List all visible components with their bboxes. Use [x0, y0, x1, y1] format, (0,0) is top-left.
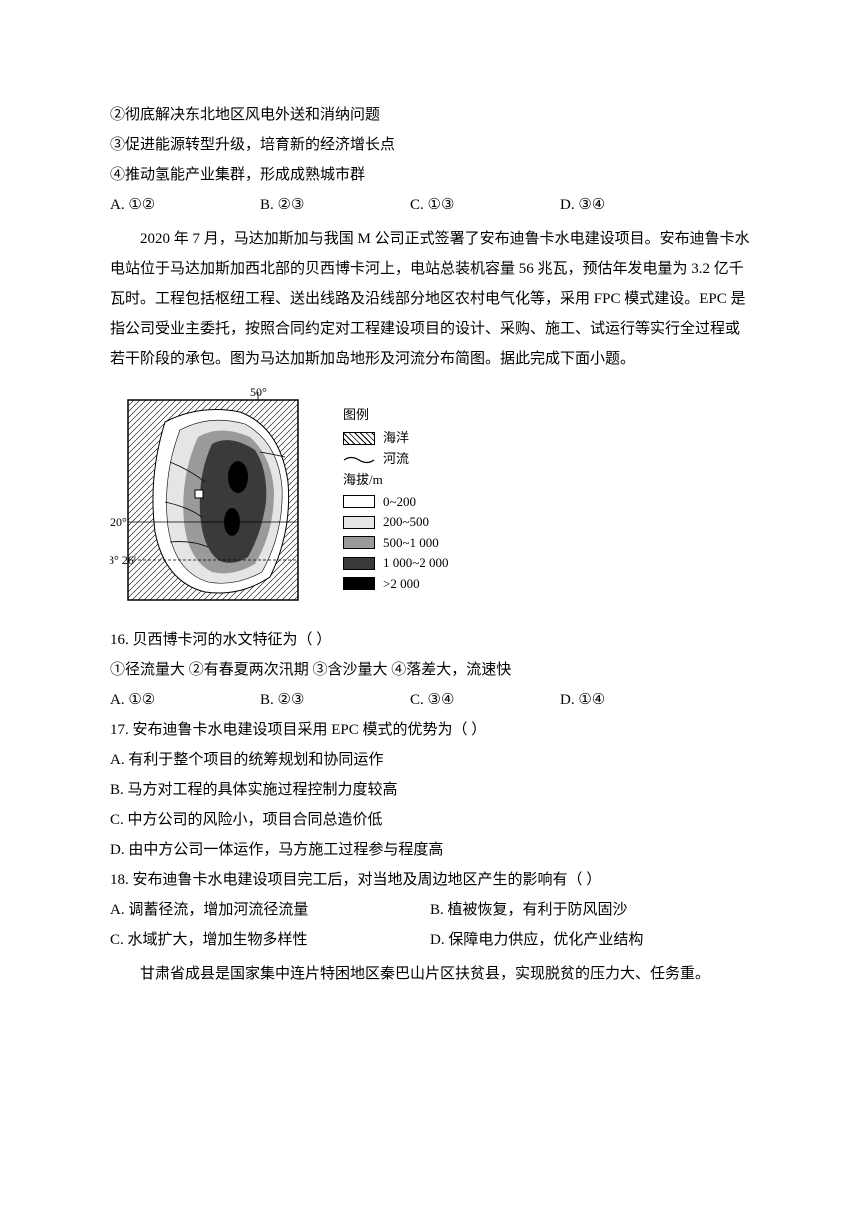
q17-b[interactable]: B. 马方对工程的具体实施过程控制力度较高: [110, 775, 750, 805]
sw-3: [343, 557, 375, 570]
q18-a[interactable]: A. 调蓄径流，增加河流径流量: [110, 895, 430, 925]
stem-option-3: ③促进能源转型升级，培育新的经济增长点: [110, 130, 750, 160]
elev-1: 200~500: [383, 512, 429, 532]
elev-4: >2 000: [383, 574, 420, 594]
opt-b[interactable]: B. ②③: [260, 190, 410, 220]
opt-a[interactable]: A. ①②: [110, 190, 260, 220]
legend-elev-title: 海拔/m: [343, 470, 449, 490]
passage-madagascar: 2020 年 7 月，马达加斯加与我国 M 公司正式签署了安布迪鲁卡水电建设项目…: [110, 224, 750, 374]
stem-option-2: ②彻底解决东北地区风电外送和消纳问题: [110, 100, 750, 130]
q17-stem: 17. 安布迪鲁卡水电建设项目采用 EPC 模式的优势为（ ）: [110, 715, 750, 745]
q16-stem: 16. 贝西博卡河的水文特征为（ ）: [110, 625, 750, 655]
opt-d[interactable]: D. ③④: [560, 190, 710, 220]
lat-upper: 20°: [110, 515, 127, 529]
legend-title: 图例: [343, 405, 449, 425]
q17-d[interactable]: D. 由中方公司一体运作，马方施工过程参与程度高: [110, 835, 750, 865]
q18-c[interactable]: C. 水域扩大，增加生物多样性: [110, 925, 430, 955]
elev-0: 0~200: [383, 492, 416, 512]
sw-2: [343, 536, 375, 549]
q17-c[interactable]: C. 中方公司的风险小，项目合同总造价低: [110, 805, 750, 835]
opt-c[interactable]: C. ①③: [410, 190, 560, 220]
lat-lower: 23° 26′: [110, 553, 137, 567]
stem-answer-row: A. ①② B. ②③ C. ①③ D. ③④: [110, 190, 750, 220]
q16-d[interactable]: D. ①④: [560, 685, 710, 715]
q18-row2: C. 水域扩大，增加生物多样性 D. 保障电力供应，优化产业结构: [110, 925, 750, 955]
q16-b[interactable]: B. ②③: [260, 685, 410, 715]
swatch-ocean: [343, 432, 375, 445]
q16-a[interactable]: A. ①②: [110, 685, 260, 715]
legend-ocean: 海洋: [383, 428, 409, 448]
figure-madagascar: 50° 20° 23° 26′ 图例 海洋 河流 海拔/m 0~200 200~…: [110, 382, 750, 617]
sw-4: [343, 577, 375, 590]
map-svg: 50° 20° 23° 26′: [110, 382, 315, 617]
stem-option-4: ④推动氢能产业集群，形成成熟城市群: [110, 160, 750, 190]
passage-gansu: 甘肃省成县是国家集中连片特困地区秦巴山片区扶贫县，实现脱贫的压力大、任务重。: [110, 959, 750, 989]
q17-a[interactable]: A. 有利于整个项目的统筹规划和协同运作: [110, 745, 750, 775]
lon-label: 50°: [250, 385, 267, 399]
q16-sub: ①径流量大 ②有春夏两次汛期 ③含沙量大 ④落差大，流速快: [110, 655, 750, 685]
q16-c[interactable]: C. ③④: [410, 685, 560, 715]
q18-stem: 18. 安布迪鲁卡水电建设项目完工后，对当地及周边地区产生的影响有（ ）: [110, 865, 750, 895]
swatch-river: [343, 452, 375, 465]
q18-row1: A. 调蓄径流，增加河流径流量 B. 植被恢复，有利于防风固沙: [110, 895, 750, 925]
elev-2: 500~1 000: [383, 533, 439, 553]
legend: 图例 海洋 河流 海拔/m 0~200 200~500 500~1 000 1 …: [343, 405, 449, 595]
q18-b[interactable]: B. 植被恢复，有利于防风固沙: [430, 895, 750, 925]
sw-0: [343, 495, 375, 508]
legend-river: 河流: [383, 449, 409, 469]
sw-1: [343, 516, 375, 529]
elev-3: 1 000~2 000: [383, 553, 449, 573]
q18-d[interactable]: D. 保障电力供应，优化产业结构: [430, 925, 750, 955]
q16-options: A. ①② B. ②③ C. ③④ D. ①④: [110, 685, 750, 715]
